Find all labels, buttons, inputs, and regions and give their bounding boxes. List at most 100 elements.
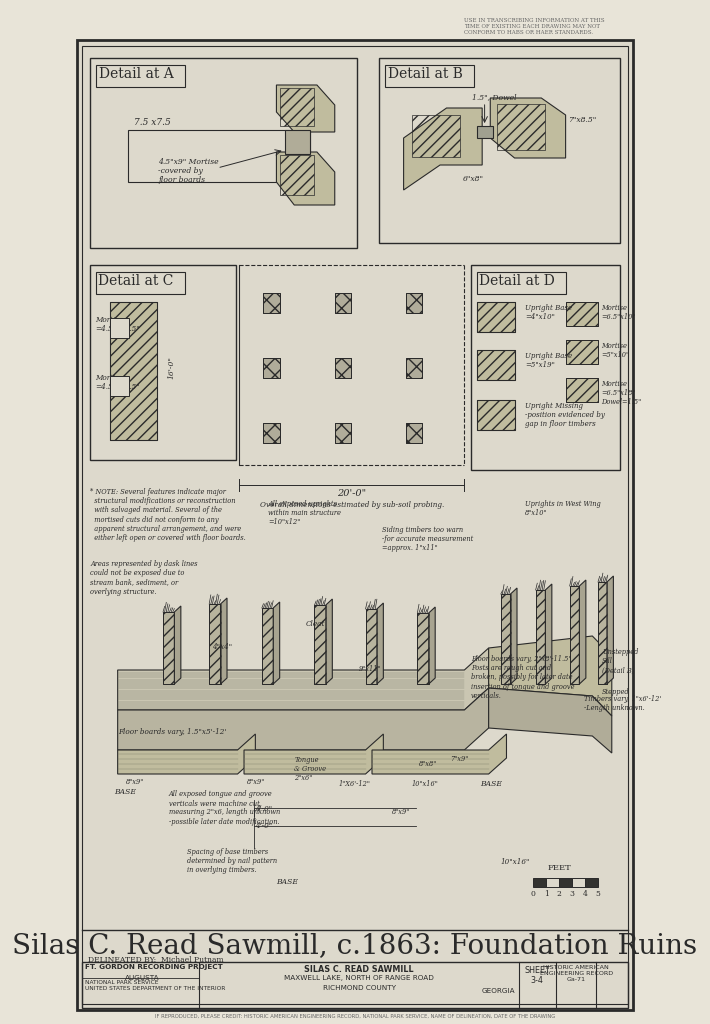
Bar: [90, 265, 236, 460]
Text: 4'-0": 4'-0": [256, 822, 273, 830]
Text: SHEET
3-4: SHEET 3-4: [525, 966, 550, 985]
Text: Floor boards vary, 1.5"x5'-12': Floor boards vary, 1.5"x5'-12': [118, 728, 226, 736]
Bar: [566, 302, 598, 326]
Bar: [533, 878, 546, 887]
Text: Timbers vary, 1"x6'-12'
-Length unknown.: Timbers vary, 1"x6'-12' -Length unknown.: [584, 695, 662, 713]
Text: 10"x16": 10"x16": [501, 858, 530, 866]
Text: SILAS C. READ SAWMILL: SILAS C. READ SAWMILL: [305, 965, 414, 974]
Bar: [163, 612, 175, 684]
Bar: [559, 878, 572, 887]
Text: Floor boards vary, 2"x8'-11.5"
Posts are rough cut and
broken, possibly for late: Floor boards vary, 2"x8'-11.5" Posts are…: [471, 655, 574, 699]
Polygon shape: [579, 580, 586, 684]
Bar: [379, 58, 620, 243]
Text: 8"x9": 8"x9": [391, 808, 410, 816]
Bar: [476, 350, 515, 380]
Bar: [315, 605, 326, 684]
Bar: [280, 88, 315, 126]
Text: FT. GORDON RECORDING PROJECT: FT. GORDON RECORDING PROJECT: [85, 964, 223, 970]
Bar: [334, 423, 351, 443]
Text: Tongue
& Groove
2"x6": Tongue & Groove 2"x6": [294, 756, 327, 782]
Text: Stepped: Stepped: [602, 688, 630, 696]
Bar: [501, 594, 510, 684]
Bar: [109, 376, 129, 396]
Bar: [406, 293, 422, 313]
Text: Spacing of base timbers
determined by nail pattern
in overlying timbers.: Spacing of base timbers determined by na…: [187, 848, 278, 874]
Bar: [476, 126, 493, 138]
Bar: [569, 586, 579, 684]
Bar: [585, 878, 598, 887]
Bar: [546, 878, 559, 887]
Text: 1.5", Dowel: 1.5", Dowel: [472, 93, 517, 101]
Text: 7.5 x7.5: 7.5 x7.5: [134, 118, 170, 127]
Bar: [285, 130, 310, 154]
Bar: [315, 605, 326, 684]
Bar: [566, 302, 598, 326]
Text: RICHMOND COUNTY: RICHMOND COUNTY: [322, 985, 395, 991]
Bar: [96, 65, 185, 87]
Bar: [262, 608, 273, 684]
Text: Detail at B: Detail at B: [388, 67, 463, 81]
Polygon shape: [276, 152, 334, 205]
Text: IF REPRODUCED, PLEASE CREDIT: HISTORIC AMERICAN ENGINEERING RECORD, NATIONAL PAR: IF REPRODUCED, PLEASE CREDIT: HISTORIC A…: [155, 1014, 555, 1019]
Text: FEET: FEET: [547, 864, 571, 872]
Bar: [385, 65, 474, 87]
Text: All exposed uprights
within main structure
=10"x12": All exposed uprights within main structu…: [268, 500, 342, 526]
Text: * NOTE: Several features indicate major
  structural modifications or reconstruc: * NOTE: Several features indicate major …: [90, 488, 246, 542]
Bar: [209, 604, 221, 684]
Bar: [366, 609, 377, 684]
Bar: [412, 115, 460, 157]
Bar: [263, 423, 280, 443]
Bar: [263, 293, 280, 313]
Text: Detail at D: Detail at D: [479, 274, 555, 288]
Polygon shape: [377, 603, 383, 684]
Bar: [566, 340, 598, 364]
Text: Mortise
=6.5"x18"
Dowel=1.5": Mortise =6.5"x18" Dowel=1.5": [601, 380, 641, 407]
Bar: [476, 400, 515, 430]
Text: 9"x11": 9"x11": [359, 665, 381, 673]
Text: Areas represented by dask lines
could not be exposed due to
stream bank, sedimen: Areas represented by dask lines could no…: [90, 560, 197, 596]
Text: 1"X6'-12": 1"X6'-12": [339, 780, 371, 788]
Bar: [471, 265, 620, 470]
Polygon shape: [607, 575, 613, 684]
Text: Upright Base
=4"x10": Upright Base =4"x10": [525, 304, 572, 322]
Bar: [163, 612, 175, 684]
Text: USE IN TRANSCRIBING INFORMATION AT THIS
TIME OF EXISTING EACH DRAWING MAY NOT
CO: USE IN TRANSCRIBING INFORMATION AT THIS …: [464, 18, 605, 35]
Bar: [263, 358, 280, 378]
Polygon shape: [118, 648, 488, 710]
Text: 0: 0: [531, 890, 535, 898]
Text: Mortise
=4.5"x10.5": Mortise =4.5"x10.5": [95, 374, 140, 391]
Bar: [497, 104, 545, 150]
Text: 16'-0": 16'-0": [167, 356, 175, 380]
Bar: [566, 378, 598, 402]
Bar: [406, 293, 422, 313]
Bar: [535, 590, 545, 684]
Text: Uprights in West Wing
8"x10": Uprights in West Wing 8"x10": [525, 500, 601, 517]
Text: Mortise
=6.5"x10": Mortise =6.5"x10": [601, 304, 635, 322]
Bar: [334, 358, 351, 378]
Text: 4.5"x9" Mortise
-covered by
floor boards: 4.5"x9" Mortise -covered by floor boards: [158, 158, 219, 184]
Bar: [334, 358, 351, 378]
Bar: [566, 340, 598, 364]
Bar: [417, 613, 429, 684]
Bar: [109, 318, 129, 338]
Text: AUGUSTA: AUGUSTA: [125, 975, 159, 981]
Text: 1: 1: [544, 890, 549, 898]
Text: 5: 5: [596, 890, 601, 898]
Text: 20'-0": 20'-0": [337, 489, 366, 498]
Bar: [406, 358, 422, 378]
Text: BASE: BASE: [114, 788, 136, 796]
Text: 6"x8": 6"x8": [463, 175, 484, 183]
Bar: [417, 613, 429, 684]
Text: Upright Base
=5"x19": Upright Base =5"x19": [525, 352, 572, 370]
Bar: [406, 423, 422, 443]
Text: BASE: BASE: [276, 878, 298, 886]
Bar: [476, 272, 566, 294]
Text: Overall dimensions estimated by sub-soil probing.: Overall dimensions estimated by sub-soil…: [260, 501, 444, 509]
Bar: [535, 590, 545, 684]
Text: GEORGIA: GEORGIA: [482, 988, 515, 994]
Bar: [334, 423, 351, 443]
Text: 7"x8.5": 7"x8.5": [568, 116, 596, 124]
Bar: [406, 423, 422, 443]
Text: HISTORIC AMERICAN
ENGINEERING RECORD
Ga-71: HISTORIC AMERICAN ENGINEERING RECORD Ga-…: [540, 965, 613, 982]
Polygon shape: [276, 85, 334, 132]
